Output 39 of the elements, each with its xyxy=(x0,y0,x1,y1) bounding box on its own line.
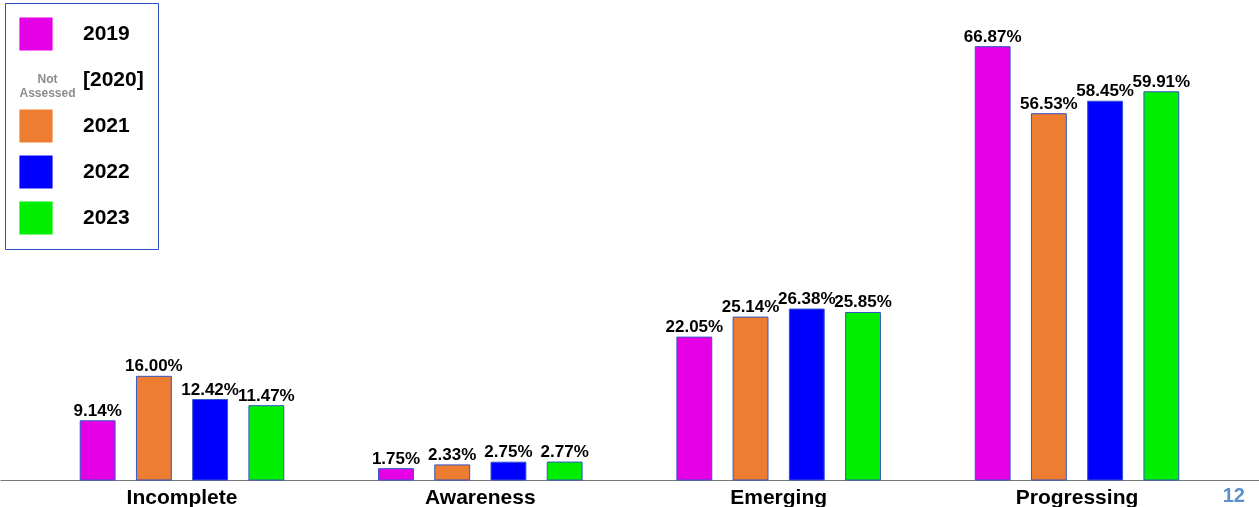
data-label: 9.14% xyxy=(73,400,122,420)
bar xyxy=(788,308,825,481)
bar xyxy=(434,464,471,481)
text: [2020] xyxy=(83,67,144,90)
bar xyxy=(546,461,583,481)
bar xyxy=(974,46,1011,481)
data-label: 2.77% xyxy=(540,442,589,462)
legend-label: 2019 xyxy=(83,21,130,44)
legend-label: 2022 xyxy=(83,159,130,182)
bar xyxy=(1143,91,1180,481)
x-tick-label: Awareness xyxy=(425,484,536,507)
bar xyxy=(1030,113,1067,481)
text: 12 xyxy=(1222,484,1245,507)
data-label: 2.75% xyxy=(484,442,533,462)
bar xyxy=(135,375,172,481)
bar xyxy=(845,311,881,481)
bar xyxy=(490,461,527,481)
data-label: 56.53% xyxy=(1020,93,1078,113)
bar xyxy=(1087,100,1124,481)
legend-label: 2023 xyxy=(83,205,130,228)
data-label: 16.00% xyxy=(125,356,183,376)
legend-label: 2021 xyxy=(83,113,131,136)
data-label: 25.14% xyxy=(721,297,780,317)
data-label: 58.45% xyxy=(1076,81,1134,101)
bar xyxy=(248,405,285,481)
data-label: 22.05% xyxy=(665,317,724,337)
data-label: 12.42% xyxy=(181,379,239,399)
annotation: Not Assessed xyxy=(19,72,76,100)
data-label: 1.75% xyxy=(371,448,421,468)
x-tick-label: Incomplete xyxy=(126,484,238,507)
bar xyxy=(378,468,414,481)
data-label: 66.87% xyxy=(963,26,1022,46)
data-label: 25.85% xyxy=(834,292,892,312)
bar xyxy=(192,399,229,481)
bar xyxy=(79,420,116,481)
data-label: 2.33% xyxy=(428,444,477,464)
bar xyxy=(676,336,713,481)
data-label: 59.91% xyxy=(1132,71,1191,91)
bar xyxy=(732,316,769,481)
